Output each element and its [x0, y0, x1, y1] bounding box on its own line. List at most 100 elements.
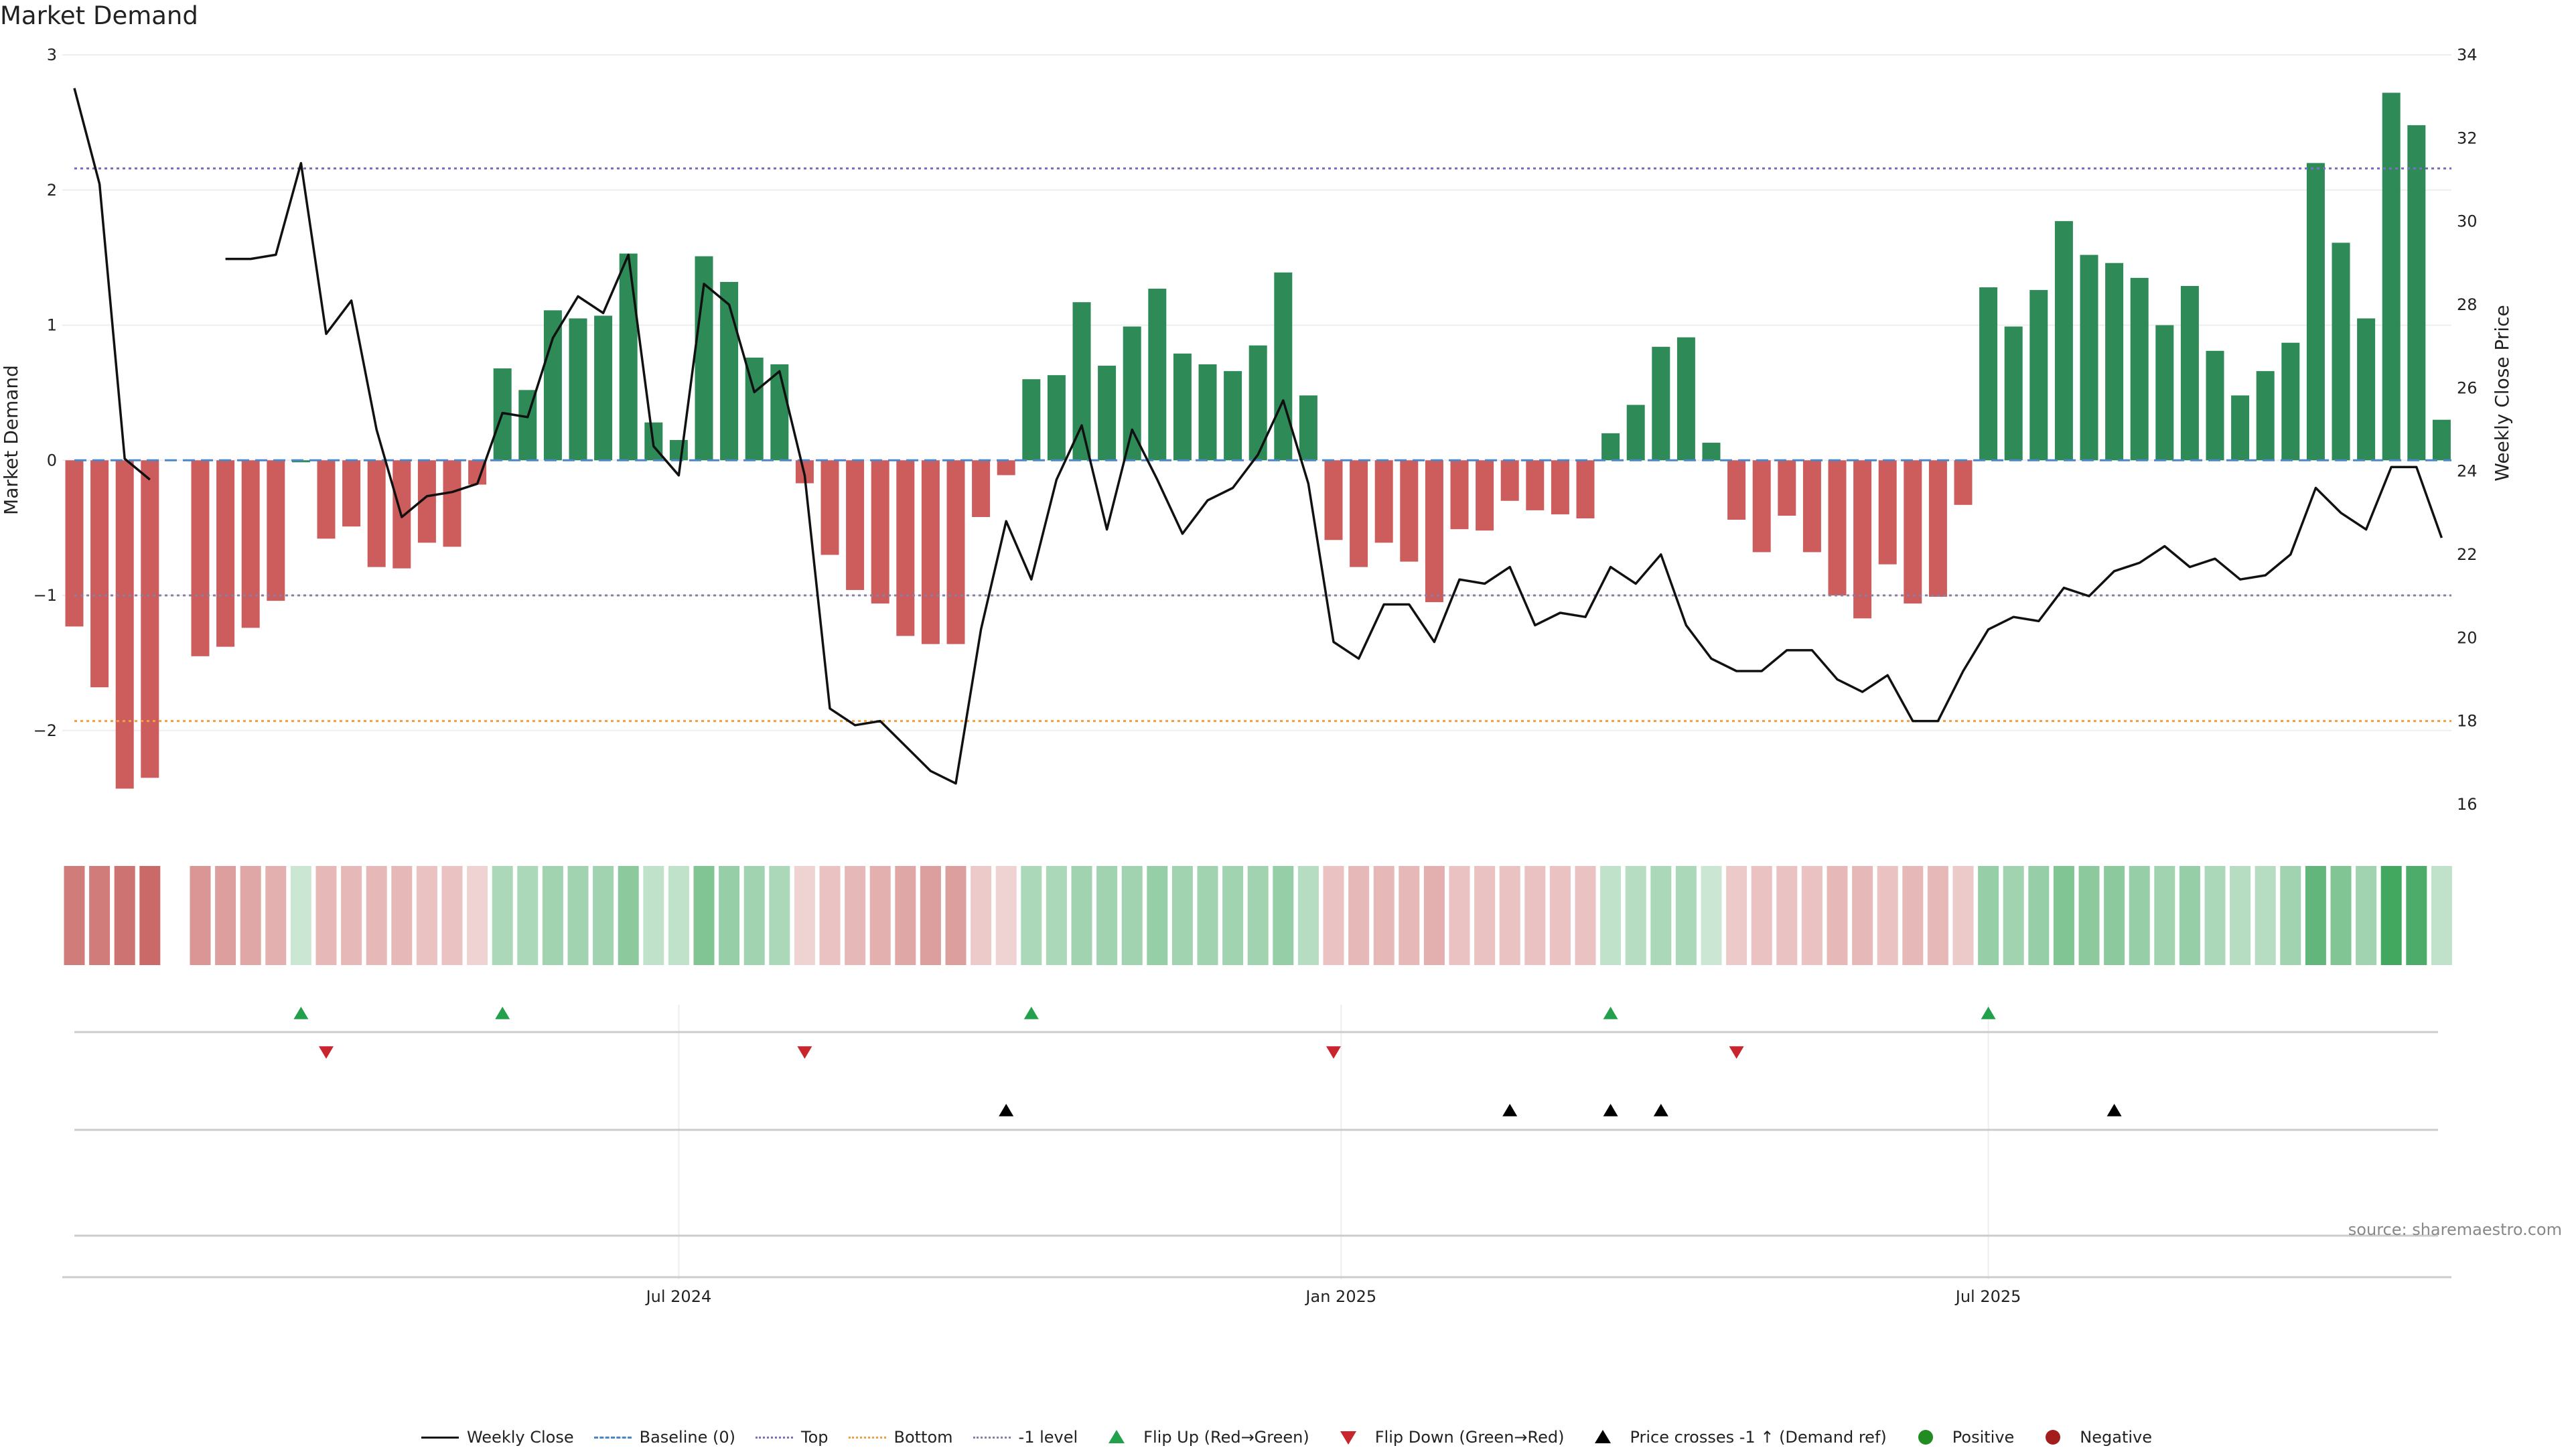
heat-cell	[693, 866, 715, 965]
demand-bar	[367, 460, 386, 567]
heat-cell	[1600, 866, 1622, 965]
heat-cell	[517, 866, 539, 965]
legend-label: -1 level	[1018, 1428, 1078, 1447]
demand-bar	[669, 440, 688, 461]
heat-cell	[1675, 866, 1697, 965]
demand-bar	[2080, 254, 2098, 461]
demand-bar	[1601, 433, 1620, 461]
heat-cell	[1423, 866, 1445, 965]
heat-cell	[1474, 866, 1496, 965]
legend-label: Negative	[2080, 1428, 2153, 1447]
heat-cell	[1273, 866, 1294, 965]
heat-cell	[492, 866, 513, 965]
flip-down-marker	[319, 1046, 334, 1059]
demand-bar	[1324, 460, 1343, 540]
heat-cell	[2053, 866, 2074, 965]
heat-cell	[467, 866, 488, 965]
demand-bar	[1802, 460, 1821, 553]
demand-bar	[1904, 460, 1922, 604]
legend-label: Weekly Close	[466, 1428, 574, 1447]
demand-bar	[619, 253, 638, 461]
heat-cell	[1222, 866, 1244, 965]
heat-cell	[1323, 866, 1344, 965]
heat-cell	[869, 866, 891, 965]
demand-bar	[1526, 460, 1545, 510]
demand-bar	[2130, 277, 2149, 461]
demand-bar	[90, 460, 109, 688]
flip-up-marker	[1981, 1007, 1996, 1019]
demand-bar	[946, 460, 965, 644]
demand-bar	[2180, 286, 2199, 461]
y2-tick-label: 28	[2457, 295, 2478, 314]
demand-bar	[770, 364, 789, 461]
demand-bar	[1123, 326, 1141, 461]
heat-cell	[618, 866, 639, 965]
demand-bar	[1853, 460, 1872, 619]
demand-bar	[1878, 460, 1897, 565]
demand-bar	[191, 460, 210, 656]
demand-bar	[2054, 221, 2073, 461]
heat-cell	[1650, 866, 1672, 965]
heat-cell	[265, 866, 287, 965]
heat-cell	[139, 866, 161, 965]
demand-bar	[2231, 395, 2250, 461]
legend-symbol	[2033, 1429, 2073, 1446]
demand-bar	[1198, 364, 1217, 461]
y2-tick-label: 26	[2457, 378, 2478, 397]
heat-cell	[1449, 866, 1470, 965]
heat-cell	[1852, 866, 1873, 965]
demand-bar	[720, 281, 739, 461]
flip-up-marker	[1023, 1007, 1039, 1019]
heat-cell	[1877, 866, 1898, 965]
x-tick-label: Jan 2025	[1304, 1287, 1376, 1306]
heat-cell	[290, 866, 311, 965]
heat-cell	[819, 866, 841, 965]
price-cross-marker	[2106, 1104, 2122, 1116]
heat-cell	[2280, 866, 2301, 965]
demand-bar	[2155, 325, 2174, 461]
legend-label: Flip Down (Green→Red)	[1374, 1428, 1565, 1447]
heat-cell	[794, 866, 815, 965]
heat-cell	[769, 866, 790, 965]
demand-bar	[896, 460, 915, 636]
demand-bar	[2306, 163, 2325, 461]
heat-cell	[1499, 866, 1520, 965]
demand-bar	[2206, 350, 2224, 461]
demand-bar	[1299, 395, 1317, 461]
heat-cell	[215, 866, 236, 965]
y-tick-label: 2	[47, 181, 57, 200]
demand-bar	[1928, 460, 1947, 597]
heat-cell	[1751, 866, 1772, 965]
heat-cell	[2330, 866, 2352, 965]
legend-symbol	[1096, 1429, 1137, 1446]
demand-bar	[1551, 460, 1569, 514]
chart-title: Market Demand	[0, 1, 198, 30]
y2-tick-label: 22	[2457, 545, 2478, 564]
y2-tick-label: 24	[2457, 462, 2478, 481]
heat-cell	[1147, 866, 1168, 965]
heat-cell	[2230, 866, 2251, 965]
demand-bar	[1350, 460, 1368, 567]
heat-cell	[2406, 866, 2427, 965]
demand-bar	[115, 460, 134, 789]
demand-bar	[2432, 419, 2451, 461]
legend-item: Baseline (0)	[593, 1428, 735, 1447]
flip-up-marker	[293, 1007, 309, 1019]
heat-cell	[971, 866, 992, 965]
legend-symbol	[1583, 1429, 1623, 1446]
demand-bar	[2029, 290, 2048, 461]
y-tick-label: −1	[33, 586, 57, 605]
heat-cell	[2154, 866, 2175, 965]
demand-bar	[846, 460, 865, 590]
legend-label: Positive	[1952, 1428, 2015, 1447]
heat-cell	[89, 866, 111, 965]
heat-cell	[416, 866, 437, 965]
legend: Weekly Close Baseline (0) Top Bottom -1 leve…	[0, 1418, 2572, 1456]
y-tick-label: −2	[33, 721, 57, 740]
heat-cell	[895, 866, 916, 965]
heat-cell	[391, 866, 413, 965]
demand-bar	[820, 460, 839, 555]
flip-up-marker	[1603, 1007, 1618, 1019]
y2-tick-label: 30	[2457, 212, 2478, 231]
